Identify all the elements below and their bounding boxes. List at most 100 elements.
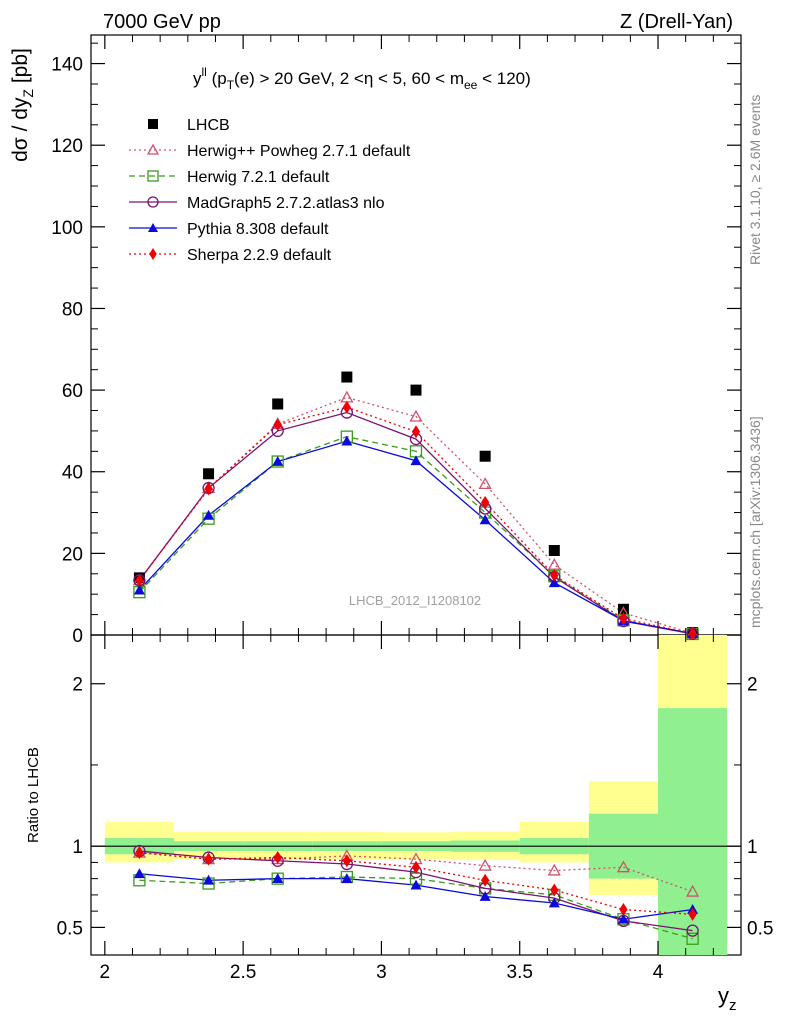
data-point bbox=[204, 482, 213, 496]
ratio-series-line bbox=[139, 876, 693, 940]
data-point bbox=[617, 913, 629, 924]
y-tick-label: 40 bbox=[62, 463, 83, 484]
data-point bbox=[340, 390, 354, 403]
data-point bbox=[342, 854, 351, 868]
x-tick-label: 3 bbox=[376, 962, 387, 983]
data-point bbox=[478, 477, 492, 490]
x-tick-label: 4 bbox=[653, 962, 664, 983]
data-point bbox=[547, 557, 561, 570]
x-tick-label: 2.5 bbox=[230, 962, 256, 983]
data-point bbox=[479, 514, 491, 525]
data-point bbox=[686, 932, 699, 945]
data-point bbox=[147, 196, 159, 208]
ratio-y-tick-label-right: 1 bbox=[747, 837, 758, 858]
x-tick-label: 3.5 bbox=[507, 962, 533, 983]
ratio-y-tick-label: 1 bbox=[72, 837, 83, 858]
legend-label: Pythia 8.308 default bbox=[187, 221, 329, 238]
plot-label: yll (pT(e) > 20 GeV, 2 <η < 5, 60 < mee … bbox=[193, 65, 531, 92]
ratio-y-tick-label-right: 2 bbox=[747, 675, 758, 696]
y-tick-label: 0 bbox=[72, 626, 83, 647]
data-point bbox=[550, 883, 559, 897]
data-point bbox=[616, 860, 631, 873]
series-line bbox=[138, 411, 693, 635]
data-point bbox=[619, 612, 628, 626]
legend-label: MadGraph5 2.7.2.atlas3 nlo bbox=[187, 195, 385, 212]
data-point bbox=[688, 907, 697, 921]
data-point bbox=[410, 384, 422, 396]
data-point bbox=[479, 891, 491, 901]
data-point bbox=[481, 873, 490, 887]
main-ylabel: dσ / dyZ [pb] bbox=[9, 48, 36, 162]
data-point bbox=[410, 455, 422, 466]
data-point bbox=[481, 495, 490, 509]
data-point bbox=[203, 874, 215, 885]
data-point bbox=[342, 400, 351, 414]
ratio-uncertainty-bands bbox=[104, 635, 728, 955]
y-tick-label: 60 bbox=[62, 381, 83, 402]
ratio-y-tick-label: 0.5 bbox=[57, 918, 83, 939]
data-point bbox=[203, 509, 215, 520]
header-right: Z (Drell-Yan) bbox=[620, 11, 733, 33]
data-point bbox=[273, 851, 282, 865]
data-point bbox=[478, 858, 492, 871]
side-mcplots-text: mcplots.cern.ch [arXiv:1306.3436] bbox=[747, 416, 763, 628]
data-point bbox=[479, 450, 491, 462]
data-point bbox=[203, 468, 215, 480]
y-tick-label: 80 bbox=[62, 299, 83, 320]
legend-label: Herwig++ Powheg 2.7.1 default bbox=[187, 143, 411, 160]
data-point bbox=[411, 425, 421, 439]
legend-label: Herwig 7.2.1 default bbox=[187, 169, 330, 186]
series-line bbox=[138, 435, 693, 635]
data-point bbox=[149, 248, 157, 260]
data-point bbox=[686, 924, 699, 937]
data-point bbox=[341, 371, 353, 383]
y-tick-label: 20 bbox=[62, 544, 83, 565]
data-point bbox=[548, 545, 560, 557]
header-left: 7000 GeV pp bbox=[103, 11, 221, 33]
ratio-series-line bbox=[139, 852, 693, 893]
legend: LHCB Herwig++ Powheg 2.7.1 default Herwig … bbox=[129, 117, 411, 264]
legend-label: LHCB bbox=[187, 117, 230, 134]
y-tick-label: 140 bbox=[51, 55, 83, 76]
data-point bbox=[688, 627, 697, 641]
data-point bbox=[409, 409, 423, 422]
data-point bbox=[548, 577, 560, 588]
data-point bbox=[685, 884, 700, 897]
data-point bbox=[204, 852, 213, 866]
data-point bbox=[148, 223, 158, 232]
x-tick-label: 2 bbox=[100, 962, 111, 983]
data-point bbox=[273, 418, 282, 432]
data-point bbox=[133, 868, 145, 879]
ratio-series-line bbox=[139, 852, 693, 916]
ratio-y-tick-label-right: 0.5 bbox=[747, 918, 773, 939]
data-point bbox=[148, 119, 158, 129]
data-point bbox=[619, 903, 628, 917]
legend-label: Sherpa 2.2.9 default bbox=[187, 247, 332, 264]
data-point bbox=[550, 568, 559, 582]
data-point bbox=[272, 398, 284, 410]
axes-ticks: 0 20 40 60 80 100 120 140 2 2.5 3 3.5 4 0.5 0.5 1 1 2 2 bbox=[51, 35, 773, 983]
x-axis-label: yz bbox=[718, 983, 737, 1014]
data-point bbox=[135, 573, 144, 587]
y-tick-label: 120 bbox=[51, 136, 83, 157]
ratio-ylabel: Ratio to LHCB bbox=[25, 747, 42, 843]
data-point bbox=[341, 435, 353, 446]
series-lines bbox=[138, 396, 693, 940]
data-point bbox=[272, 456, 284, 466]
data-point bbox=[146, 143, 160, 155]
analysis-watermark: LHCB_2012_I1208102 bbox=[349, 593, 481, 608]
data-point bbox=[147, 170, 159, 182]
ratio-y-tick-label: 2 bbox=[72, 675, 83, 696]
data-point bbox=[272, 873, 284, 884]
data-point bbox=[135, 846, 144, 860]
series-line bbox=[138, 406, 693, 635]
data-point bbox=[548, 897, 560, 908]
data-point bbox=[411, 860, 421, 874]
data-point bbox=[547, 863, 561, 876]
data-point bbox=[617, 603, 629, 615]
series-markers bbox=[132, 371, 700, 945]
ratio-panel-frame bbox=[90, 634, 742, 956]
data-point bbox=[410, 879, 422, 890]
data-point bbox=[341, 873, 353, 884]
